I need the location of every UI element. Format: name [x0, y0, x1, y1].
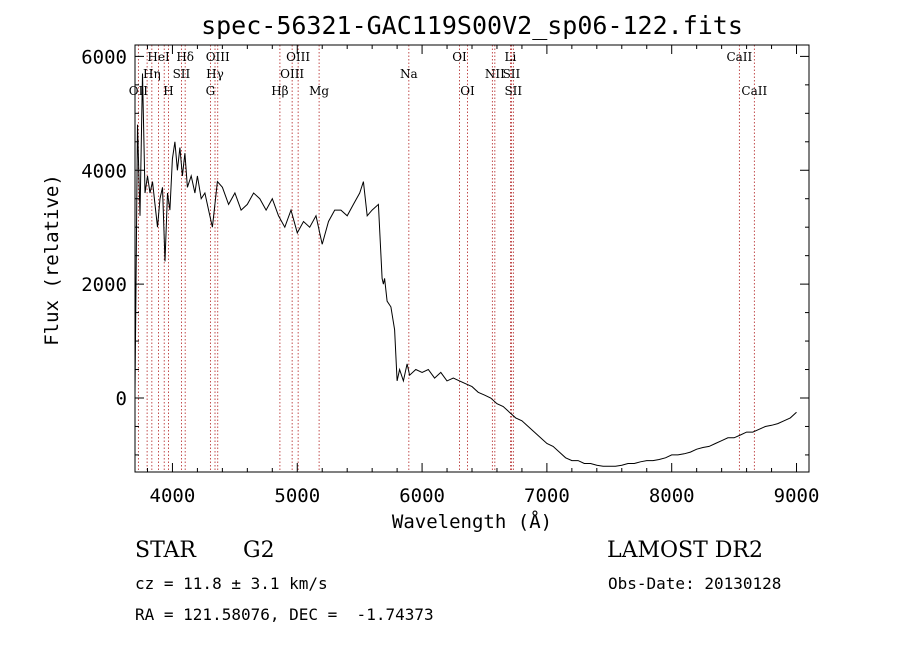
x-tick-label: 9000 [774, 485, 820, 507]
x-axis-label: Wavelength (Å) [392, 510, 552, 533]
redshift-velocity: cz = 11.8 ± 3.1 km/s [135, 574, 328, 593]
line-marker-label: OIII [286, 50, 310, 64]
line-marker-label: Hδ [176, 50, 194, 64]
x-tick-label: 8000 [649, 485, 695, 507]
line-marker-label: CaII [726, 50, 752, 64]
y-tick-label: 0 [116, 388, 127, 410]
line-marker-label: Na [400, 67, 418, 81]
line-marker-label: Hγ [206, 67, 224, 81]
line-marker-label: NII [485, 67, 505, 81]
line-marker-label: OI [452, 50, 467, 64]
y-tick-label: 4000 [81, 160, 127, 182]
y-tick-label: 6000 [81, 46, 127, 68]
survey-name: LAMOST DR2 [607, 538, 763, 563]
line-marker-label: HeI [147, 50, 170, 64]
line-marker-label: SII [504, 84, 522, 98]
line-marker-label: SII [503, 67, 521, 81]
y-tick-label: 2000 [81, 274, 127, 296]
x-tick-label: 4000 [150, 485, 196, 507]
line-marker-label: OII [129, 84, 149, 98]
line-marker-label: H [163, 84, 173, 98]
line-marker-label: OIII [206, 50, 230, 64]
line-marker-label: CaII [741, 84, 767, 98]
x-tick-label: 6000 [399, 485, 445, 507]
line-marker-label: Mg [309, 84, 329, 98]
y-axis-label: Flux (relative) [41, 174, 63, 346]
line-marker-label: Hβ [271, 84, 288, 98]
x-tick-label: 7000 [524, 485, 570, 507]
x-axis-ticks: 4000 5000 6000 7000 8000 9000 [146, 45, 820, 507]
coordinates: RA = 121.58076, DEC = -1.74373 [135, 605, 434, 624]
line-marker-labels: OIIHηHeIHSIIHδGHγOIIIHβOIIIOIIIMgNaOIOIN… [129, 50, 768, 98]
line-marker-label: OIII [280, 67, 304, 81]
subclass: G2 [243, 538, 275, 563]
y-axis-ticks: 0 2000 4000 6000 [81, 46, 809, 456]
line-marker-label: Hη [143, 67, 161, 81]
object-type: STAR [135, 538, 196, 563]
observation-date: Obs-Date: 20130128 [608, 574, 782, 593]
plot-frame [134, 44, 810, 473]
line-marker-label: SII [173, 67, 191, 81]
line-marker-label: Li [505, 50, 517, 64]
chart-title: spec-56321-GAC119S00V2_sp06-122.fits [201, 11, 743, 40]
spectrum-series [134, 73, 797, 467]
line-marker-label: G [206, 84, 216, 98]
spectrum-line [134, 73, 797, 467]
x-tick-label: 5000 [274, 485, 320, 507]
line-markers [137, 45, 755, 472]
line-marker-label: OI [460, 84, 475, 98]
